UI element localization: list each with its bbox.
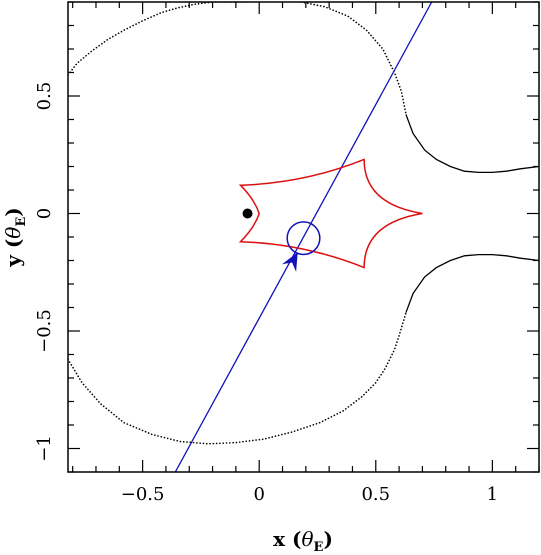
x-tick-label: 0 [253, 484, 264, 505]
series-line-2 [68, 2, 249, 76]
y-tick-label: −0.5 [34, 309, 55, 353]
trajectory-arrow [282, 252, 298, 272]
y-tick-label: −1 [34, 435, 55, 462]
x-tick-label: −0.5 [121, 484, 165, 505]
series-line-0 [68, 311, 407, 445]
series-line-3 [300, 2, 407, 116]
x-axis-title: x (θE) [273, 527, 333, 555]
x-tick-label: 1 [487, 484, 498, 505]
series-line-4 [405, 114, 539, 174]
axis-ticks: −0.5 0 0.5 1 −1 −0.5 0 0.5 [34, 1, 540, 505]
source-circle [286, 221, 321, 256]
plot-area [68, 2, 539, 472]
y-axis-title: y (θE) [1, 207, 29, 268]
y-tick-label: 0.5 [34, 82, 55, 111]
series-line-5 [174, 2, 433, 472]
series-line-1 [405, 253, 539, 313]
y-tick-label: 0 [34, 208, 55, 219]
lens-point [242, 208, 253, 219]
x-tick-label: 0.5 [361, 484, 390, 505]
caustic-curve [238, 158, 423, 269]
